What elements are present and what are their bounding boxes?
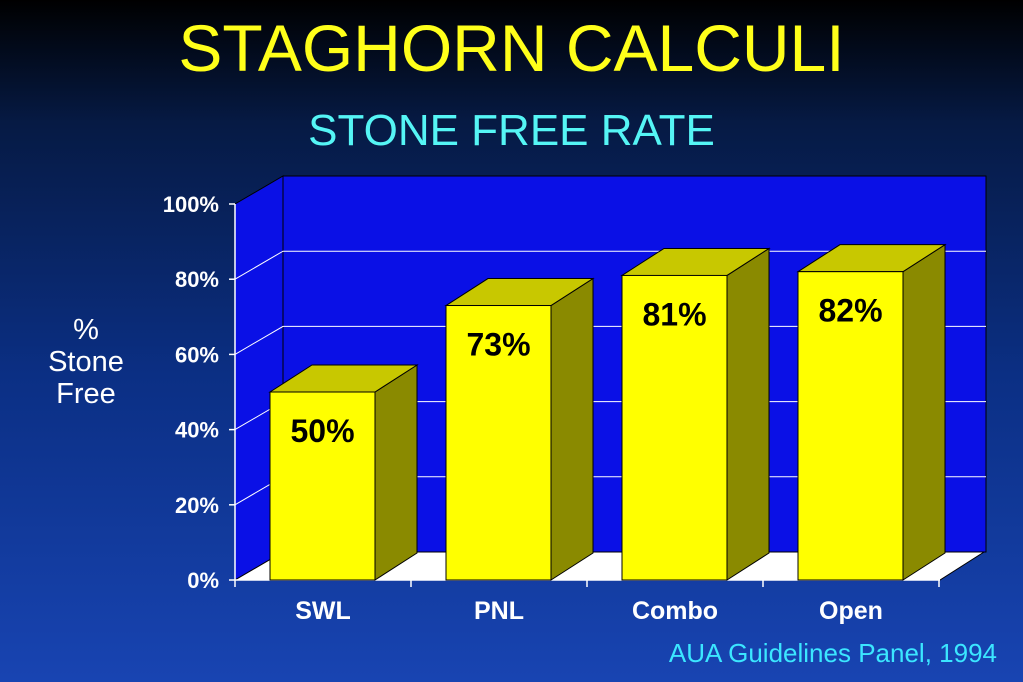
bar-side [726,247,770,581]
x-tick-label: SWL [295,597,351,625]
bar-swl [268,364,419,581]
bar-side [550,277,594,581]
bar-open [796,243,947,581]
y-axis-label-line: Stone [48,346,124,378]
y-tick-label: 0% [187,568,219,593]
bar-front [269,391,376,581]
y-axis-label-line: Free [56,378,116,410]
source-citation: AUA Guidelines Panel, 1994 [668,638,997,668]
y-axis-label-line: % [73,314,99,346]
y-axis-label: % Stone Free [30,314,142,410]
chart-subtitle: STONE FREE RATE [308,106,715,155]
bar-front [797,271,904,581]
y-tick-label: 40% [175,418,219,443]
bar-combo [620,247,771,581]
slide-title: STAGHORN CALCULI [178,11,845,85]
data-label: 50% [290,413,354,449]
data-label: 73% [466,327,530,363]
bar-pnl [444,277,595,581]
data-label: 82% [818,293,882,329]
y-tick-label: 100% [163,192,219,217]
x-tick-label: PNL [474,597,524,625]
x-tick-label: Combo [632,597,718,625]
y-tick-label: 80% [175,267,219,292]
x-tick-label: Open [819,597,883,625]
data-label: 81% [642,296,706,332]
bar-side [374,364,418,581]
y-tick-label: 20% [175,493,219,518]
bar-front [621,274,728,581]
bar-side [902,243,946,581]
bar-front [445,305,552,581]
y-tick-label: 60% [175,342,219,367]
